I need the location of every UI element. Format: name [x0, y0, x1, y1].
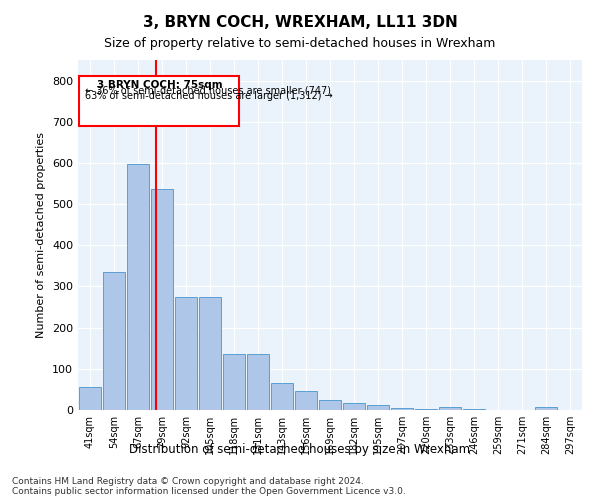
Text: 63% of semi-detached houses are larger (1,312) →: 63% of semi-detached houses are larger (…	[85, 91, 333, 101]
Text: Contains HM Land Registry data © Crown copyright and database right 2024.: Contains HM Land Registry data © Crown c…	[12, 478, 364, 486]
Bar	[415, 409, 437, 410]
FancyBboxPatch shape	[79, 76, 239, 126]
Bar	[295, 392, 317, 410]
Bar	[463, 409, 485, 410]
Bar	[535, 406, 557, 410]
Y-axis label: Number of semi-detached properties: Number of semi-detached properties	[37, 132, 46, 338]
Bar	[319, 400, 341, 410]
Bar	[247, 354, 269, 410]
Bar	[391, 408, 413, 410]
Text: 3 BRYN COCH: 75sqm: 3 BRYN COCH: 75sqm	[97, 80, 223, 90]
Bar	[343, 402, 365, 410]
Text: Distribution of semi-detached houses by size in Wrexham: Distribution of semi-detached houses by …	[130, 442, 470, 456]
Text: Contains public sector information licensed under the Open Government Licence v3: Contains public sector information licen…	[12, 488, 406, 496]
Text: 3, BRYN COCH, WREXHAM, LL11 3DN: 3, BRYN COCH, WREXHAM, LL11 3DN	[143, 15, 457, 30]
Bar	[271, 383, 293, 410]
Bar	[223, 354, 245, 410]
Bar	[367, 404, 389, 410]
Text: ← 36% of semi-detached houses are smaller (747): ← 36% of semi-detached houses are smalle…	[85, 86, 331, 96]
Bar	[199, 297, 221, 410]
Bar	[79, 388, 101, 410]
Bar	[127, 164, 149, 410]
Bar	[103, 272, 125, 410]
Bar	[175, 297, 197, 410]
Text: Size of property relative to semi-detached houses in Wrexham: Size of property relative to semi-detach…	[104, 38, 496, 51]
Bar	[151, 189, 173, 410]
Bar	[439, 406, 461, 410]
